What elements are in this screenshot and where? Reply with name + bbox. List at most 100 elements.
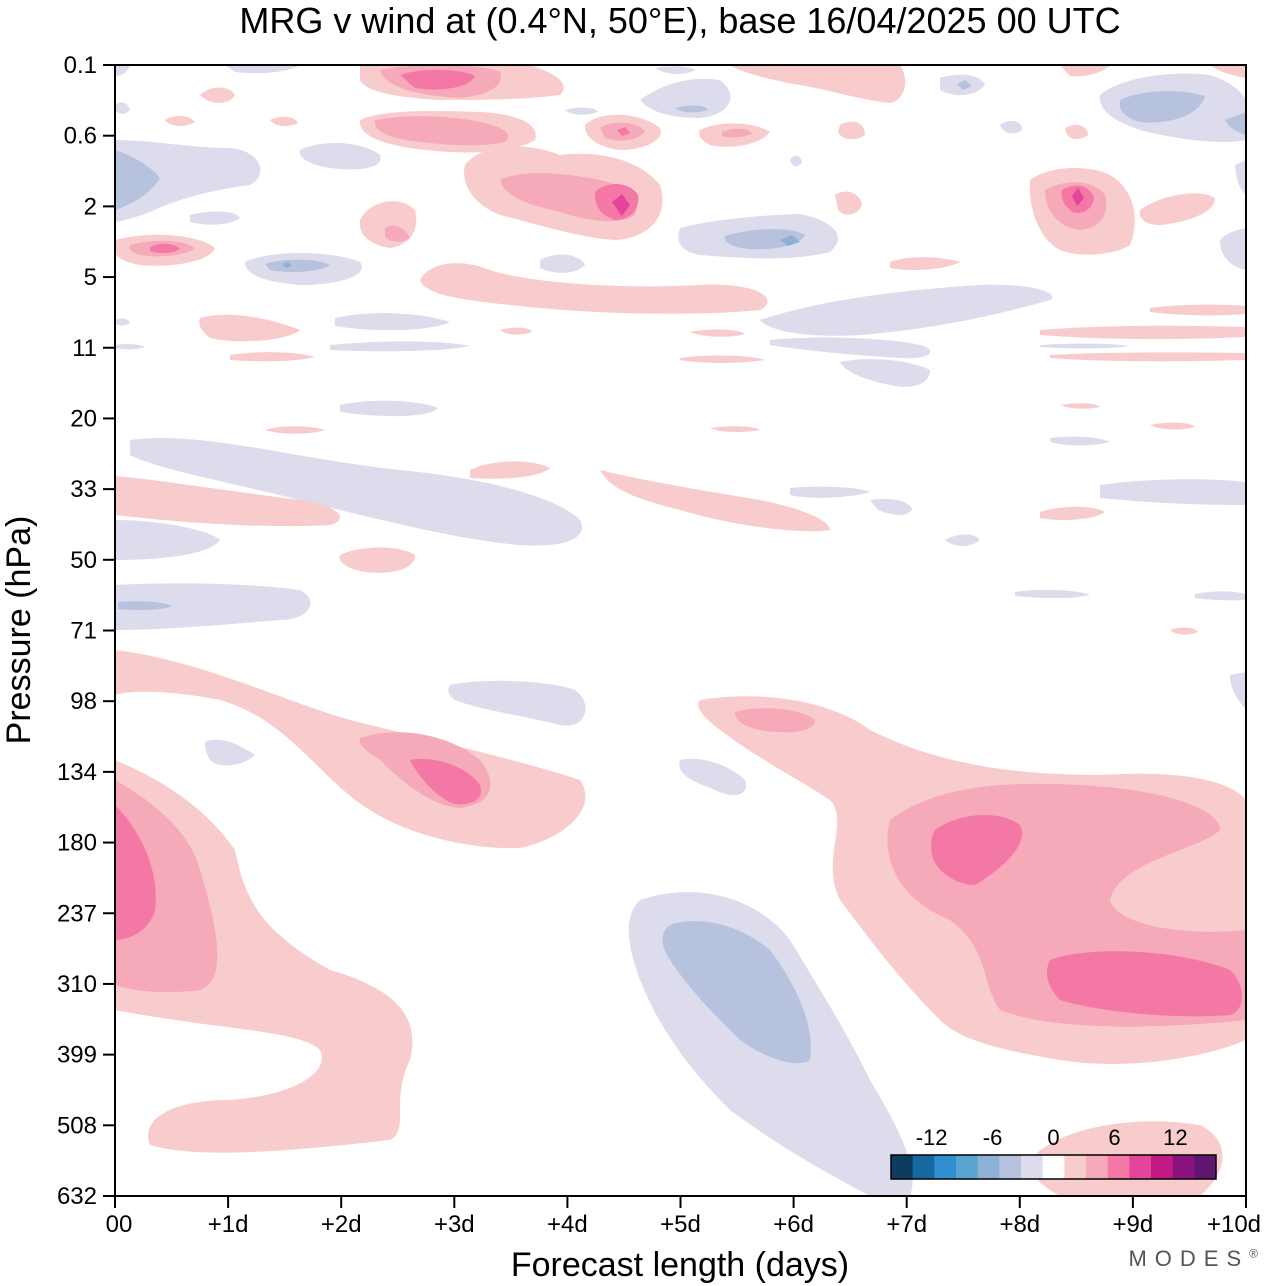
colorbar: -12 -6 0 6 12 [890, 1125, 1217, 1180]
colorbar-label: -12 [916, 1125, 948, 1150]
contour-pink-03b [165, 116, 195, 126]
contour-blue-11a [335, 313, 450, 331]
y-tick-label: 0.1 [64, 52, 97, 79]
contour-blue-patch-98 [448, 680, 586, 726]
x-axis: 00 +1d +2d +3d +4d +5d +6d +7d +8d +9d +10d [106, 1196, 1261, 1238]
y-tick-label: 11 [72, 335, 97, 362]
contour-blue-98r [1230, 672, 1246, 710]
contour-pink-20s [1060, 403, 1100, 409]
contour-blue-2-left-core [115, 150, 160, 210]
x-tick-label: +9d [1113, 1211, 1154, 1238]
contour-blue-01a [225, 65, 300, 74]
x-tick-label: +4d [547, 1211, 588, 1238]
contour-blue-62 [1015, 589, 1090, 599]
contour-lower-left-6 [115, 805, 156, 940]
contour-blue-8s [115, 318, 130, 326]
contour-pink-9 [1150, 304, 1246, 316]
contour-pink-top-6 [400, 69, 475, 90]
contour-blue-4a-core [265, 259, 330, 273]
contour-pink-22b [710, 426, 760, 433]
contour-blue-1 [299, 143, 381, 170]
contour-blue-2-small [190, 211, 240, 225]
contour-blue-12 [770, 337, 931, 359]
contour-blue-4r [1220, 228, 1246, 270]
contour-blue-1s [790, 155, 802, 167]
x-tick-label: +2d [321, 1211, 362, 1238]
colorbar-swatch [1129, 1155, 1152, 1179]
contour-blue-4a-dot [282, 262, 292, 268]
colorbar-swatch [1064, 1155, 1087, 1179]
contour-pink-2-right-8 [1072, 188, 1084, 206]
y-tick-label: 134 [57, 759, 97, 786]
colorbar-frame [890, 1154, 1217, 1180]
y-tick-label: 2 [84, 193, 97, 220]
colorbar-label: -6 [983, 1125, 1003, 1150]
contour-pink-20r [1150, 422, 1195, 430]
x-tick-label: +3d [434, 1211, 475, 1238]
contour-blue-2-left [115, 140, 261, 222]
contour-pink-03d [730, 65, 906, 103]
y-tick-label: 0.6 [64, 123, 97, 150]
contour-pink-11g [1040, 325, 1246, 340]
y-tick-label: 310 [57, 971, 97, 998]
y-tick-label: 5 [84, 264, 97, 291]
contour-pink-5b [890, 257, 960, 270]
contour-blue-06b [1000, 120, 1022, 134]
contour-pink-2-mid-8 [612, 194, 630, 216]
contour-lower-left-4 [115, 780, 218, 993]
x-tick-label: 00 [106, 1211, 133, 1238]
contour-blue-03d-core [1119, 91, 1205, 123]
x-tick-label: +7d [886, 1211, 927, 1238]
contour-blue-71 [115, 583, 311, 630]
colorbar-swatch [1021, 1155, 1044, 1179]
y-tick-label: 33 [70, 476, 97, 503]
y-tick-label: 50 [70, 547, 97, 574]
contour-blue-25 [1050, 436, 1110, 446]
colorbar-swatch [1086, 1155, 1109, 1179]
contour-lower-right-6a [931, 814, 1022, 885]
contour-field [115, 65, 1246, 1196]
contour-pink-11f [680, 355, 765, 363]
colorbar-swatch [934, 1155, 957, 1179]
contour-blue-3-mid [540, 254, 585, 273]
contour-blue-03a [640, 78, 731, 118]
chart-title: MRG v wind at (0.4°N, 50°E), base 16/04/… [239, 0, 1120, 41]
x-tick-label: +10d [1207, 1211, 1261, 1238]
contour-blue-55 [945, 534, 980, 546]
contour-pink-11d [500, 327, 532, 335]
contour-pink-03a [200, 87, 235, 103]
y-axis: 0.1 0.6 2 5 11 20 33 50 71 98 134 180 237 310 399 508 63… [57, 52, 115, 1210]
x-tick-label: +6d [773, 1211, 814, 1238]
colorbar-label: 0 [1047, 1125, 1059, 1150]
contour-pink-2-small [835, 191, 862, 215]
contour-blue-01b [115, 65, 130, 76]
contour-pink-06c-4 [722, 128, 752, 138]
contour-pink-33b [470, 461, 550, 479]
contour-pink-22 [265, 426, 325, 434]
brand-mark: ® [1249, 1246, 1258, 1261]
contour-pink-03e [1060, 65, 1110, 77]
contour-blue-right-40 [1100, 479, 1246, 505]
contour-pink-2-far [1139, 193, 1215, 225]
y-tick-label: 180 [57, 830, 97, 857]
colorbar-swatch [912, 1155, 935, 1179]
contour-blue-20 [340, 400, 438, 417]
y-tick-label: 508 [57, 1112, 97, 1139]
contour-pink-11e [690, 329, 745, 337]
contour-pink-3b-4 [385, 225, 410, 242]
y-tick-label: 399 [57, 1042, 97, 1069]
contour-blue-62b [1195, 591, 1246, 601]
brand-text: MODES [1128, 1246, 1250, 1271]
contour-pink-06d [838, 121, 865, 140]
contour-blue-08 [115, 102, 130, 114]
contour-blue-11r [1040, 343, 1130, 349]
contour-pink-06-4 [374, 116, 509, 146]
colorbar-swatch [1151, 1155, 1174, 1179]
contour-blue-8 [760, 284, 1053, 336]
x-tick-label: +8d [999, 1211, 1040, 1238]
contour-pink-50 [339, 547, 415, 573]
y-tick-label: 71 [70, 618, 97, 645]
x-tick-label: +1d [208, 1211, 249, 1238]
contour-blue-patch-134 [679, 758, 746, 796]
